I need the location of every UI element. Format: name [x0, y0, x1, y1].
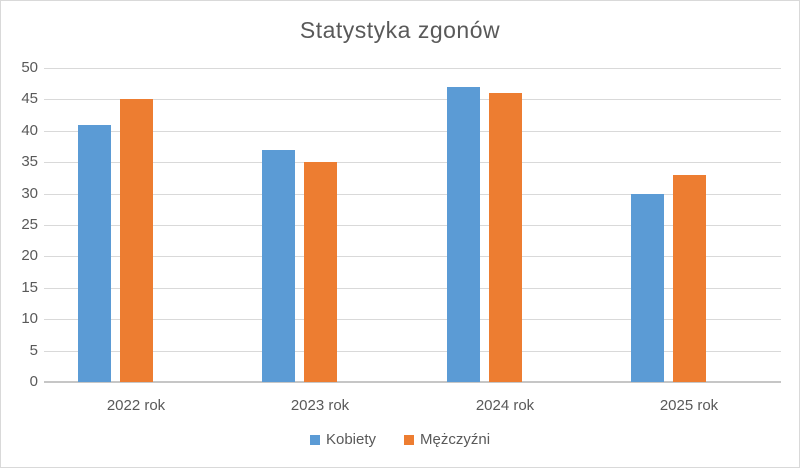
bar-kobiety-2022-rok: [78, 125, 111, 382]
y-axis-tick-15: 15: [21, 279, 38, 296]
x-axis-line: [44, 381, 781, 383]
gridline-40: [44, 131, 781, 132]
gridline-15: [44, 288, 781, 289]
y-axis-tick-0: 0: [29, 373, 38, 390]
bar-mezczyzni-2023-rok: [304, 162, 337, 382]
chart-title: Statystyka zgonów: [299, 17, 501, 43]
x-axis-category-2025-rok: 2025 rok: [659, 397, 719, 414]
gridline-10: [44, 319, 781, 320]
y-axis-tick-25: 25: [21, 216, 38, 233]
gridline-50: [44, 68, 781, 69]
gridline-25: [44, 225, 781, 226]
y-axis-tick-30: 30: [21, 185, 38, 202]
gridline-35: [44, 162, 781, 163]
y-axis-tick-20: 20: [21, 247, 38, 264]
gridline-20: [44, 256, 781, 257]
x-axis-category-2024-rok: 2024 rok: [475, 397, 535, 414]
bar-kobiety-2023-rok: [262, 150, 295, 382]
gridline-45: [44, 99, 781, 100]
y-axis-tick-40: 40: [21, 122, 38, 139]
legend: Kobiety Mężczyźni: [1, 431, 799, 448]
bar-mezczyzni-2022-rok: [120, 99, 153, 382]
bar-mezczyzni-2024-rok: [489, 93, 522, 382]
bar-mezczyzni-2025-rok: [673, 175, 706, 382]
x-axis-category-2023-rok: 2023 rok: [290, 397, 350, 414]
bar-kobiety-2025-rok: [631, 194, 664, 382]
y-axis-tick-5: 5: [29, 342, 38, 359]
gridline-5: [44, 351, 781, 352]
legend-item-mezczyzni: Mężczyźni: [404, 431, 490, 448]
legend-label-kobiety: Kobiety: [325, 431, 377, 448]
legend-swatch-kobiety: [309, 434, 320, 445]
y-axis-tick-50: 50: [21, 59, 38, 76]
x-axis-category-2022-rok: 2022 rok: [106, 397, 166, 414]
legend-item-kobiety: Kobiety: [309, 431, 377, 448]
gridline-30: [44, 194, 781, 195]
legend-label-mezczyzni: Mężczyźni: [420, 431, 491, 448]
y-axis-tick-45: 45: [21, 90, 38, 107]
legend-swatch-mezczyzni: [404, 434, 415, 445]
y-axis-tick-35: 35: [21, 153, 38, 170]
bar-kobiety-2024-rok: [447, 87, 480, 382]
y-axis-tick-10: 10: [21, 310, 38, 327]
